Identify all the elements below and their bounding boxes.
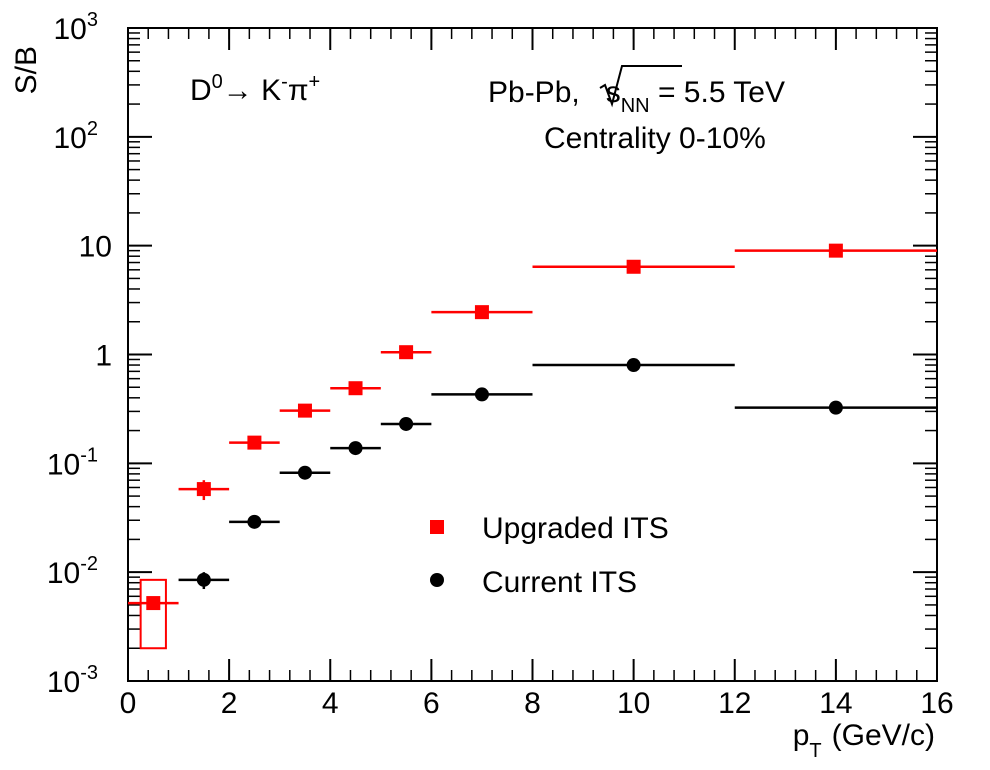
data-point-current <box>348 441 363 456</box>
y-tick-label: 10-3 <box>47 662 98 699</box>
x-tick-label: 14 <box>819 687 852 720</box>
y-tick-base: 10 <box>54 13 87 46</box>
x-axis-title-sub: T <box>809 740 821 762</box>
x-tick-label: 10 <box>617 687 650 720</box>
decay-pi: π <box>288 74 309 107</box>
centrality-label: Centrality 0-10% <box>544 122 766 155</box>
y-tick-base: 10 <box>47 666 80 699</box>
legend-marker-current <box>430 573 444 587</box>
sqrt-symbol <box>599 65 682 108</box>
data-point-current <box>399 416 414 431</box>
legend: Upgraded ITS Current ITS <box>430 512 669 599</box>
y-tick-label: 1 <box>95 340 112 373</box>
decay-k: K <box>253 74 281 107</box>
legend-label-upgraded: Upgraded ITS <box>482 512 669 545</box>
x-tick-label: 0 <box>120 687 137 720</box>
y-tick-exponent: 3 <box>87 9 98 31</box>
data-point-upgraded <box>348 381 363 396</box>
x-tick-label: 6 <box>423 687 440 720</box>
data-point-current <box>626 358 641 373</box>
decay-label: D0→ K-π+ <box>190 71 320 107</box>
decay-d: D <box>190 74 212 107</box>
y-tick-base: 10 <box>47 557 80 590</box>
y-tick-label: 10-1 <box>47 444 98 481</box>
x-axis-title-main: p <box>793 719 810 752</box>
system-suffix: = 5.5 TeV <box>650 76 785 109</box>
y-tick-label: 10-2 <box>47 553 98 590</box>
data-point-upgraded <box>474 305 489 320</box>
y-tick-exponent: -1 <box>80 444 98 466</box>
x-tick-label: 12 <box>718 687 751 720</box>
x-tick-label: 8 <box>524 687 541 720</box>
y-tick-exponent: 2 <box>87 118 98 140</box>
y-tick-label: 102 <box>54 118 99 155</box>
data-point-upgraded <box>828 243 843 258</box>
x-tick-label: 4 <box>322 687 339 720</box>
decay-d-sup: 0 <box>212 71 223 93</box>
data-point-current <box>828 400 843 415</box>
x-tick-label: 16 <box>920 687 953 720</box>
y-tick-base: 10 <box>79 231 112 264</box>
data-point-upgraded <box>626 259 641 274</box>
series-layer <box>128 243 937 650</box>
data-point-current <box>474 387 489 402</box>
data-point-current <box>196 572 211 587</box>
y-tick-exponent: -2 <box>80 553 98 575</box>
y-tick-base: 1 <box>95 340 112 373</box>
data-point-upgraded <box>399 345 414 360</box>
x-axis-title: pT (GeV/c) <box>793 719 935 762</box>
y-tick-label: 103 <box>54 9 99 46</box>
data-point-current <box>297 465 312 480</box>
system-s-sub: NN <box>621 95 650 117</box>
x-axis-title-unit: (GeV/c) <box>832 719 935 752</box>
data-point-current <box>247 514 262 529</box>
data-point-upgraded <box>196 482 211 497</box>
x-tick-label: 2 <box>221 687 238 720</box>
legend-marker-upgraded <box>430 520 444 534</box>
y-tick-base: 10 <box>47 448 80 481</box>
data-point-upgraded <box>247 435 262 450</box>
decay-pi-sup: + <box>309 71 321 93</box>
y-tick-base: 10 <box>54 122 87 155</box>
data-point-upgraded <box>297 403 312 418</box>
systematic-box-upgraded <box>139 578 167 650</box>
y-axis-title: S/B <box>10 46 43 94</box>
decay-arrow: → <box>223 74 253 107</box>
system-prefix: Pb-Pb, <box>488 76 580 109</box>
data-point-upgraded <box>146 596 161 611</box>
legend-label-current: Current ITS <box>482 566 637 599</box>
y-tick-exponent: -3 <box>80 662 98 684</box>
system-label: Pb-Pb, sNN = 5.5 TeV <box>488 76 785 117</box>
decay-k-sup: - <box>281 71 288 93</box>
y-tick-label: 10 <box>79 231 112 264</box>
